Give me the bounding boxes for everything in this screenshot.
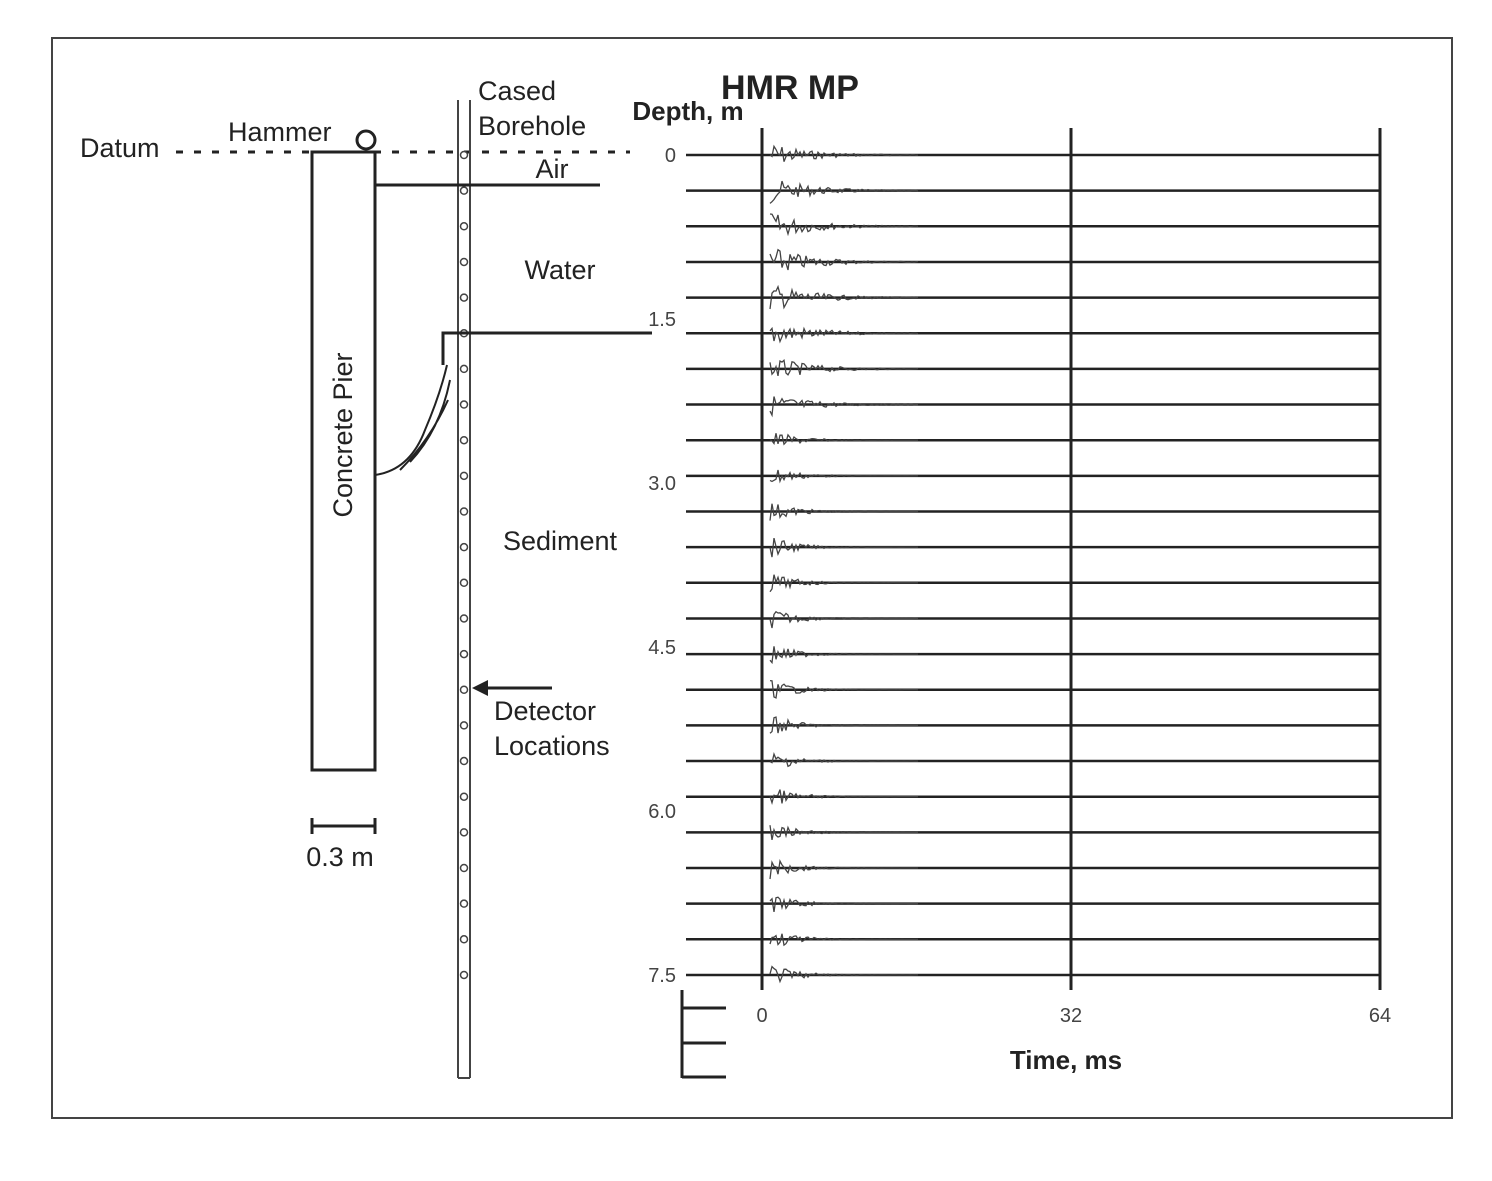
trace [769,574,918,593]
label: Datum [80,133,160,163]
trace [769,933,918,947]
detector [459,257,469,267]
detector [459,721,469,730]
trace [769,965,918,984]
trace [769,248,919,271]
label: Air [536,154,569,184]
depth-tick-label: 4.5 [648,637,676,659]
detector [459,828,469,837]
label: Locations [494,731,610,761]
trace [769,503,918,521]
detector [459,507,469,516]
axis-title: Depth, m [632,96,743,126]
detector [459,435,469,445]
trace [769,825,918,841]
depth-tick-label: 6.0 [648,801,676,823]
label: Concrete Pier [328,352,358,517]
hammer [355,129,377,151]
frame [51,37,1453,1119]
detector [459,364,469,374]
pier [310,150,377,772]
detector [459,649,469,659]
bracket [680,990,726,1079]
label: Sediment [503,526,618,556]
detector [459,578,469,588]
trace [769,859,918,880]
detector [459,542,469,552]
trace [769,144,918,162]
trace [769,180,919,204]
label: Cased [478,76,556,106]
trace [769,213,919,237]
detector [459,614,469,623]
trace [769,896,919,912]
scour [374,364,451,476]
detector [459,186,469,195]
trace [769,610,919,629]
detector [459,471,469,481]
label: Hammer [228,117,332,147]
detector [459,293,469,302]
trace [769,326,919,344]
trace [769,679,919,699]
detector [459,400,469,409]
trace [769,751,918,768]
trace [769,716,918,734]
depth-tick-label: 1.5 [648,309,676,331]
traces [686,144,1380,984]
trace [769,396,918,418]
scale-bar [310,818,377,834]
arrow-head [472,680,488,696]
detector [459,222,469,231]
detector [459,970,469,980]
trace [769,469,919,484]
trace [769,433,918,446]
label: Water [524,255,595,285]
detector [459,863,469,873]
trace [769,359,919,377]
label: 0.3 m [306,842,374,872]
axis-title: Time, ms [1010,1045,1122,1075]
detectors [459,150,469,980]
depth-tick-label: 3.0 [648,473,676,495]
trace [769,537,918,558]
detector [459,792,469,801]
depth-tick-label: 0 [665,145,676,167]
label: Borehole [478,111,586,141]
time-tick-label: 32 [1060,1005,1082,1027]
depth-tick-label: 7.5 [648,965,676,987]
detector [459,756,469,766]
trace [769,646,918,665]
time-tick-label: 0 [756,1005,767,1027]
detector [459,935,469,944]
time-tick-label: 64 [1369,1005,1391,1027]
title: HMR MP [721,69,859,107]
sediment-surface [441,331,652,365]
trace [769,789,918,806]
detector [459,150,469,160]
label: Detector [494,696,596,726]
trace [769,284,919,310]
detector [459,899,469,908]
detector [459,685,469,694]
